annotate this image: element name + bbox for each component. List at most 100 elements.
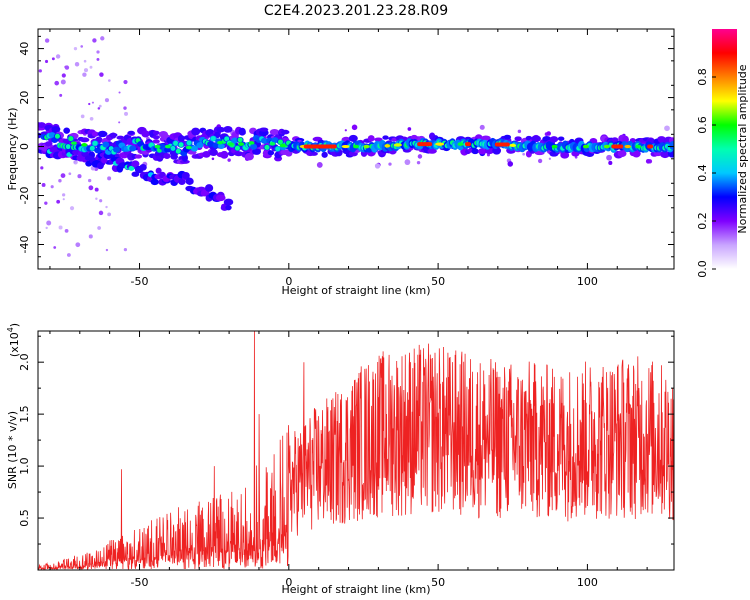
spectrogram-speckle bbox=[80, 45, 84, 48]
colorbar-label: Normalized spectral amplitude bbox=[736, 64, 749, 233]
spectrogram-halo-blob bbox=[374, 137, 383, 142]
spectrogram-halo-blob bbox=[152, 130, 160, 136]
spectrogram-halo-blob bbox=[244, 152, 254, 161]
spectrogram-hotspot bbox=[393, 143, 403, 147]
spectrogram-speckle bbox=[123, 79, 128, 85]
spectrogram-ridge-blob bbox=[217, 143, 225, 150]
spectrogram-hotspot bbox=[435, 142, 445, 146]
spectrogram-halo-blob bbox=[163, 152, 171, 159]
spectrogram-speckle bbox=[82, 72, 87, 77]
spectrogram-speckle bbox=[517, 129, 522, 134]
spectrogram-halo-blob bbox=[481, 135, 491, 141]
spectrogram-speckle bbox=[89, 116, 94, 121]
spectrogram-speckle bbox=[59, 93, 63, 97]
snr-panel: -50 0 50 100 0.5 1.0 1.5 2.0 Height of straigh… bbox=[6, 323, 675, 596]
spectrogram-speckle bbox=[44, 38, 50, 43]
spectrogram-speckle bbox=[88, 234, 93, 239]
spectrogram-speckle bbox=[107, 176, 112, 181]
spectrogram-halo-blob bbox=[110, 132, 117, 139]
spectrogram-halo-blob bbox=[503, 134, 512, 140]
spectrogram-speckle bbox=[105, 248, 109, 252]
spectrogram-hotspots bbox=[70, 140, 654, 150]
spectrogram-peak-band bbox=[494, 142, 510, 147]
spectrogram-speckle bbox=[64, 65, 70, 70]
spectrogram-branch-blob bbox=[185, 177, 194, 185]
spectrogram-ridge-blob bbox=[175, 148, 181, 154]
spectrogram-ridge-blob bbox=[669, 140, 674, 150]
spectrogram-peak-band bbox=[611, 144, 624, 149]
spectrogram-hotspot bbox=[164, 144, 171, 149]
spectrogram-branch-blob bbox=[178, 178, 186, 186]
spectrogram-speckle bbox=[73, 47, 78, 51]
snr-multiplier-exponent: 4 bbox=[6, 327, 15, 332]
spectrogram-hotspot bbox=[603, 144, 610, 149]
spectrogram-speckle bbox=[69, 206, 75, 211]
snr-x-tick-label: 100 bbox=[577, 576, 598, 589]
spectrogram-ridge-blob bbox=[264, 144, 270, 150]
snr-y-tick-label: 0.5 bbox=[18, 509, 31, 527]
spectrogram-ridge-blob bbox=[113, 146, 121, 153]
spectrogram-halo-blob bbox=[617, 150, 627, 158]
colorbar-ticks: 0.0 0.2 0.4 0.6 0.8 bbox=[696, 68, 716, 278]
spectrogram-hotspot bbox=[279, 143, 286, 148]
spectrogram-halo-blob bbox=[427, 148, 437, 154]
spectrogram-branch-blob bbox=[150, 178, 159, 186]
spectrogram-peak-band bbox=[417, 142, 433, 147]
spectrogram-speckle bbox=[38, 69, 42, 73]
spectrogram-speckle bbox=[664, 125, 670, 132]
spectrogram-speckle bbox=[374, 163, 381, 169]
spectrogram-halo-blob bbox=[309, 151, 318, 156]
colorbar-tick-label: 0.0 bbox=[696, 260, 709, 278]
spectrogram-speckle bbox=[74, 62, 80, 67]
spectrogram-halo-blob bbox=[116, 135, 125, 140]
spectrogram-speckle bbox=[107, 212, 111, 217]
spectrogram-speckle bbox=[407, 127, 412, 131]
spectrogram-halo-blob bbox=[91, 131, 99, 137]
spectrogram-speckle bbox=[88, 102, 91, 106]
spectrogram-peak-band bbox=[464, 142, 471, 147]
snr-frame bbox=[37, 330, 675, 571]
spectrogram-hotspot bbox=[217, 140, 224, 145]
spectrogram-speckle bbox=[107, 79, 111, 82]
spectrogram-speckle bbox=[123, 248, 128, 252]
spectrogram-ridge-blob bbox=[234, 145, 240, 151]
snr-x-tick-label: -50 bbox=[131, 576, 149, 589]
spectrogram-hotspot bbox=[81, 143, 88, 147]
spectrogram-plot-area bbox=[38, 36, 674, 257]
spectrogram-speckle bbox=[92, 38, 97, 43]
spectrogram-speckle bbox=[96, 50, 100, 54]
spectrogram-speckle bbox=[55, 54, 61, 59]
spectrogram-speckle bbox=[45, 226, 48, 230]
spectrogram-ridge-blob bbox=[275, 146, 281, 152]
spectrogram-speckle bbox=[44, 201, 48, 205]
spectrogram-branch-blob bbox=[131, 171, 140, 177]
spectrogram-ridge-blob bbox=[271, 137, 279, 144]
spectrogram-halo-blob bbox=[234, 151, 244, 157]
spectrogram-speckle bbox=[608, 160, 613, 165]
spectrogram-speckle bbox=[404, 159, 411, 166]
spectrogram-speckle bbox=[61, 73, 66, 78]
spectrogram-x-tick-label: 100 bbox=[577, 275, 598, 288]
spectrogram-speckle bbox=[416, 160, 421, 165]
spectrogram-halo-blob bbox=[269, 129, 280, 136]
spectrogram-branch-blob bbox=[131, 160, 140, 168]
spectrogram-halo-blob bbox=[220, 150, 229, 159]
spectrogram-speckle bbox=[417, 154, 423, 159]
spectrogram-ridge-blob bbox=[250, 143, 258, 150]
spectrogram-speckle bbox=[60, 79, 66, 85]
spectrogram-halo-blob bbox=[259, 127, 269, 132]
spectrogram-y-tick-label: -40 bbox=[18, 236, 31, 254]
spectrogram-hotspot bbox=[363, 144, 370, 149]
spectrogram-halo-blob bbox=[367, 135, 375, 142]
spectrogram-x-tick-label: 50 bbox=[431, 275, 445, 288]
spectrogram-halo-blob bbox=[209, 149, 218, 157]
spectrogram-hotspot bbox=[238, 142, 245, 146]
snr-multiplier-base: (x10 bbox=[8, 332, 21, 357]
spectrogram-speckle bbox=[88, 178, 92, 183]
colorbar-tick-label: 0.4 bbox=[696, 164, 709, 182]
spectrogram-speckle bbox=[62, 198, 65, 201]
spectrogram-speckle bbox=[77, 174, 82, 179]
spectrogram-y-tick-label: 40 bbox=[18, 42, 31, 56]
spectrogram-speckle bbox=[546, 131, 551, 136]
spectrogram-ridge-blob bbox=[231, 137, 239, 144]
